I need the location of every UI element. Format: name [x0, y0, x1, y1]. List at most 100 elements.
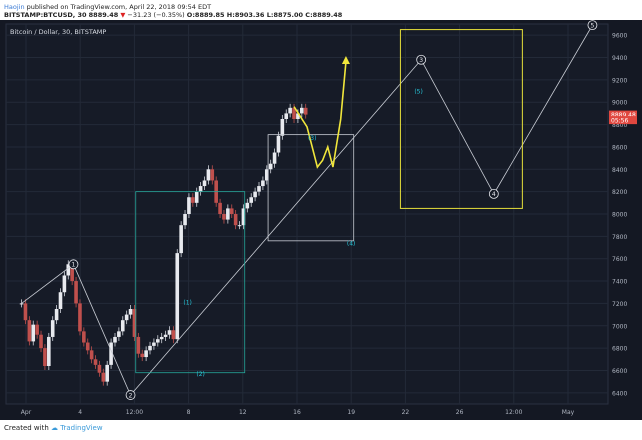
sub-wave-label: (5): [414, 88, 423, 95]
candle-body: [171, 330, 176, 340]
candle-body: [257, 186, 261, 192]
candle-body: [39, 334, 43, 349]
y-tick-label: 7800: [612, 234, 627, 241]
candle-body: [233, 214, 238, 226]
x-tick-label: 4: [78, 409, 82, 416]
candle-body: [19, 303, 24, 305]
price-chart[interactable]: 6400 6600 6800 7000 7200 7400 7600 7800 8000 8200…: [0, 20, 642, 420]
candle-body: [74, 281, 78, 304]
wave-count-line: [21, 24, 593, 396]
x-tick-label: 26: [456, 409, 464, 416]
tradingview-logo[interactable]: ☁ TradingView: [51, 424, 103, 432]
wave-marker-label: 2: [129, 392, 133, 399]
candle-body: [303, 107, 308, 115]
down-arrow-icon: ▼: [120, 11, 126, 19]
candle-body: [101, 372, 106, 382]
candle-body: [292, 107, 296, 119]
y-tick-label: 9400: [612, 55, 627, 62]
candle-body: [140, 353, 145, 358]
candle-body: [148, 345, 152, 351]
wave-box-yellow: [399, 29, 523, 209]
candle-body: [268, 163, 273, 170]
candle-body: [78, 303, 82, 332]
price-label-text: 05:56: [611, 117, 628, 124]
x-tick-label: 12:00: [505, 409, 522, 416]
y-tick-label: 7200: [612, 301, 627, 308]
candle-body: [198, 186, 203, 192]
ohlc-values: O:8889.85 H:8903.36 L:8875.00 C:8889.48: [186, 11, 343, 19]
sub-wave-label: (4): [347, 240, 356, 247]
candle-body: [109, 342, 113, 365]
y-tick-label: 6600: [612, 368, 627, 375]
candle-body: [280, 119, 285, 136]
candle-body: [23, 303, 28, 321]
y-tick-label: 8200: [612, 189, 627, 196]
candle-body: [272, 152, 277, 164]
x-tick-label: 12: [239, 409, 247, 416]
x-tick-label: May: [562, 409, 575, 416]
candle-body: [93, 359, 98, 365]
candle-body: [237, 225, 242, 227]
candle-body: [167, 330, 172, 335]
candle-body: [117, 331, 121, 337]
candle-body: [128, 309, 133, 315]
symbol-line: BITSTAMP:BTCUSD, 30: [4, 11, 87, 19]
wave-marker-label: 5: [591, 22, 595, 29]
candle-body: [226, 208, 230, 220]
author-link[interactable]: Haojin: [4, 3, 25, 11]
y-tick-label: 7600: [612, 256, 627, 263]
wave-marker-circle: [488, 188, 499, 199]
price-label-text: 8889.48: [611, 112, 636, 119]
candle-body: [191, 197, 195, 203]
projection-path: [293, 61, 347, 169]
candle-body: [58, 292, 63, 309]
candle-body: [245, 202, 250, 209]
projection-arrow-icon: [341, 56, 350, 64]
candle-body: [105, 364, 109, 382]
wave-marker-label: 3: [419, 57, 423, 64]
published-text: published on TradingView.com, April 22, …: [26, 3, 212, 11]
candle-body: [194, 191, 199, 203]
candle-body: [210, 169, 215, 181]
candle-body: [124, 314, 129, 321]
sub-wave-label: (1): [183, 300, 192, 307]
candle-body: [175, 253, 180, 340]
candle-body: [144, 350, 148, 358]
candle-body: [264, 169, 269, 181]
wave-marker-label: 1: [72, 261, 76, 268]
candle-body: [300, 107, 304, 114]
wave-marker-circle: [125, 390, 136, 400]
candle-body: [43, 348, 47, 366]
last-price: 8889.48: [88, 11, 119, 19]
chart-header: Haojin published on TradingView.com, Apr…: [4, 3, 342, 19]
created-with-text: Created with: [4, 424, 49, 432]
candle-body: [187, 197, 191, 214]
y-tick-label: 8000: [612, 212, 627, 219]
candle-body: [120, 320, 125, 332]
y-tick-label: 8400: [612, 167, 627, 174]
candle-body: [54, 309, 59, 321]
candle-body: [284, 113, 289, 119]
candle-body: [218, 202, 222, 214]
x-tick-label: 12:00: [126, 409, 143, 416]
x-tick-label: Apr: [21, 409, 32, 416]
candle-body: [253, 191, 257, 198]
candle-body: [85, 342, 90, 351]
wave-marker-circle: [587, 20, 598, 31]
y-tick-label: 9000: [612, 100, 627, 107]
candle-body: [249, 197, 254, 203]
wave-marker-label: 4: [492, 191, 496, 198]
candle-body: [152, 342, 156, 346]
candle-body: [62, 275, 67, 293]
y-tick-label: 7000: [612, 323, 627, 330]
candle-body: [222, 214, 226, 220]
candle-body: [276, 135, 281, 153]
y-tick-label: 6800: [612, 346, 627, 353]
y-tick-label: 9600: [612, 33, 627, 40]
y-tick-label: 6400: [612, 390, 627, 397]
candle-body: [31, 324, 36, 342]
candle-body: [241, 208, 246, 226]
candle-body: [35, 324, 39, 335]
wave-box-teal: [135, 191, 246, 374]
candle-body: [179, 225, 183, 254]
